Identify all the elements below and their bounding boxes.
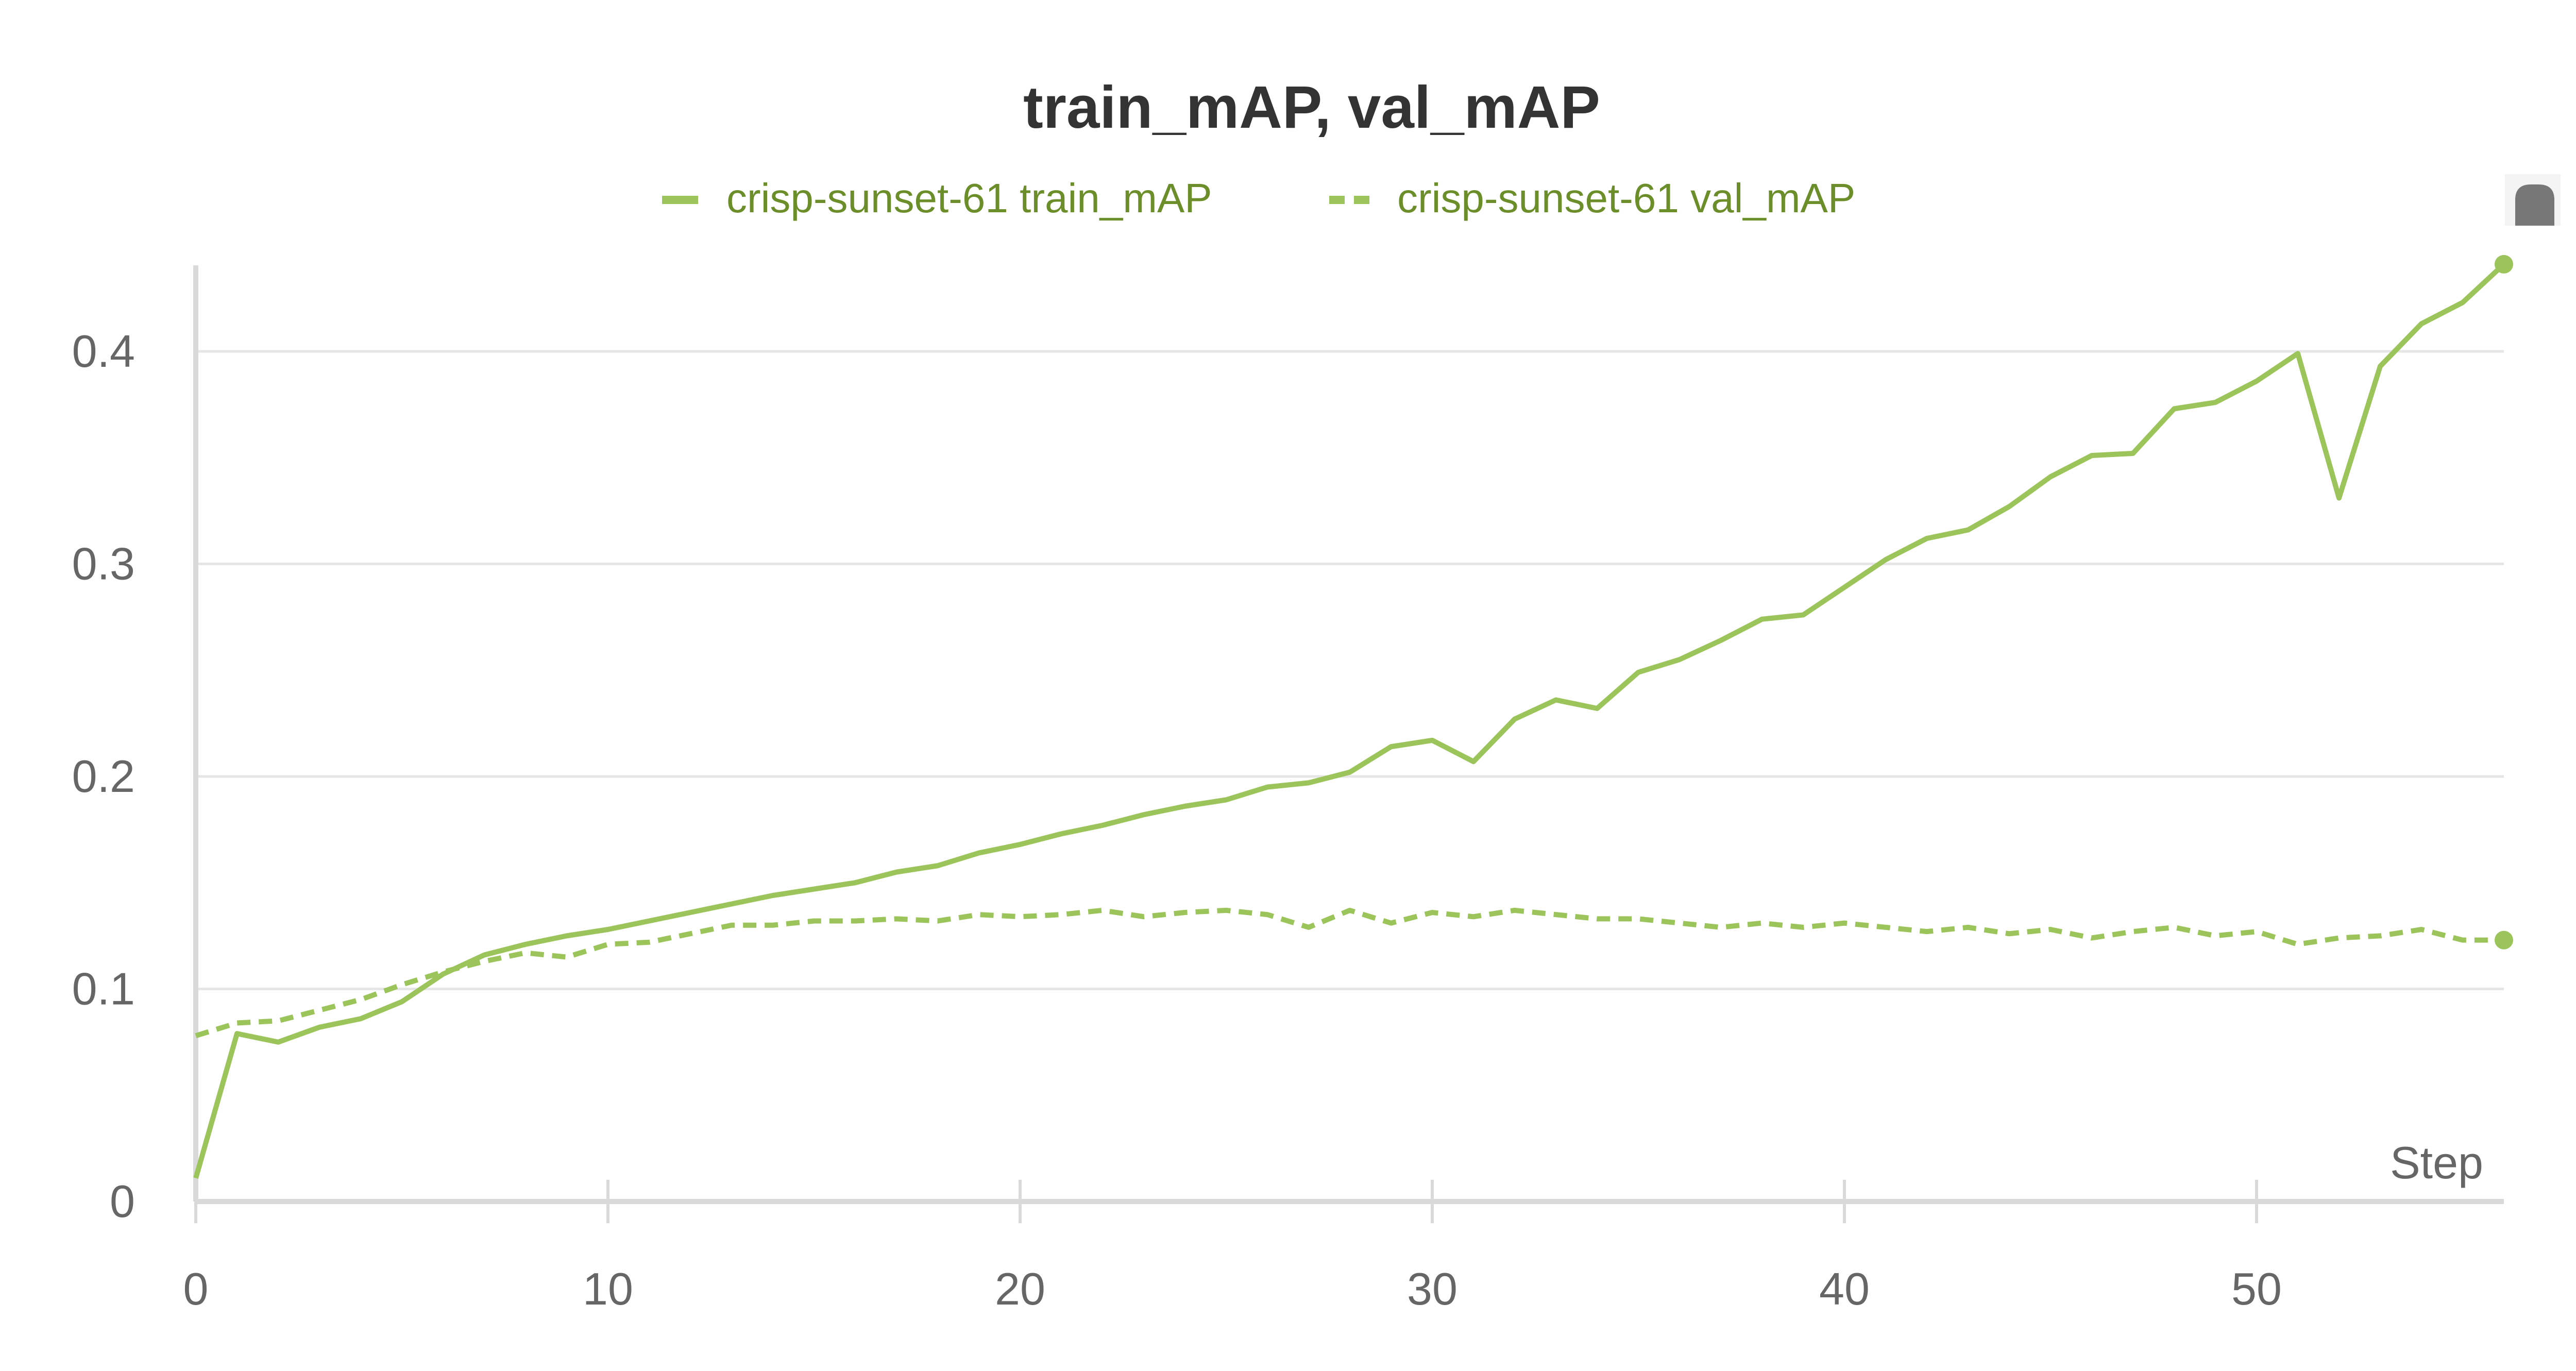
legend-item-val[interactable]: crisp-sunset-61 val_mAP [1329, 175, 1855, 221]
series-layer [193, 255, 2513, 1179]
series-endpoint-1[interactable] [2495, 930, 2513, 950]
y-tick-label-2: 0.2 [72, 751, 135, 802]
series-line-val[interactable] [195, 907, 2504, 1039]
series-endpoint-0[interactable] [2495, 255, 2513, 274]
y-tick-label-1: 0.1 [72, 963, 135, 1014]
y-tick-label-4: 0.4 [72, 326, 135, 377]
x-tick-label-0: 0 [183, 1263, 209, 1314]
x-axis-ticks: 0 10 20 30 40 50 [183, 1180, 2282, 1314]
x-tick-label-4: 40 [1819, 1263, 1870, 1314]
legend-label-train: crisp-sunset-61 train_mAP [726, 175, 1212, 221]
chart-title: train_mAP, val_mAP [1023, 74, 1600, 141]
panel-handle-icon[interactable] [2505, 174, 2561, 226]
x-axis-label: Step [2390, 1137, 2483, 1188]
legend-label-val: crisp-sunset-61 val_mAP [1397, 175, 1855, 221]
x-tick-label-3: 30 [1407, 1263, 1458, 1314]
legend: crisp-sunset-61 train_mAP crisp-sunset-6… [662, 175, 1855, 221]
axes [193, 265, 2504, 1204]
x-tick-label-2: 20 [995, 1263, 1045, 1314]
grid-lines [196, 350, 2504, 990]
y-tick-label-3: 0.3 [72, 538, 135, 589]
series-line-train[interactable] [193, 262, 2506, 1179]
x-tick-label-1: 10 [583, 1263, 633, 1314]
y-axis-ticks: 0 0.1 0.2 0.3 0.4 [72, 326, 135, 1227]
x-tick-label-5: 50 [2231, 1263, 2282, 1314]
legend-item-train[interactable]: crisp-sunset-61 train_mAP [662, 175, 1212, 221]
y-tick-label-0: 0 [110, 1176, 135, 1227]
